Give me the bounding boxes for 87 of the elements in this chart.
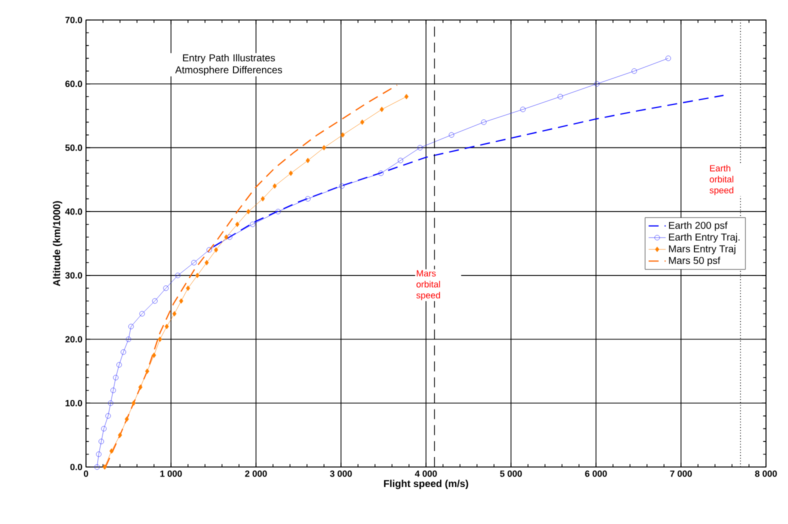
point xyxy=(398,158,404,164)
point xyxy=(164,324,169,330)
point xyxy=(132,400,136,406)
x-tick-label: 7 000 xyxy=(670,470,692,477)
x-tick-label: 3 000 xyxy=(330,470,352,477)
point xyxy=(558,94,563,100)
point xyxy=(594,81,600,87)
x-tick-label: 8 000 xyxy=(755,470,777,477)
point xyxy=(666,56,671,62)
y-tick-label: 30.0 xyxy=(65,272,82,279)
point xyxy=(191,260,197,266)
point xyxy=(250,222,256,228)
point xyxy=(105,413,111,419)
annotation: Entry Path Illustrates Atmosphere Differences xyxy=(175,54,282,76)
legend-label: Earth 200 psf xyxy=(669,222,728,231)
point xyxy=(322,145,326,150)
point xyxy=(120,349,126,355)
point xyxy=(126,336,132,342)
point xyxy=(118,432,122,438)
legend-label: Mars 50 psf xyxy=(669,256,720,266)
point xyxy=(113,374,118,380)
point xyxy=(186,286,190,291)
x-tick-label: 4 000 xyxy=(414,470,437,477)
y-tick-label: 50.0 xyxy=(65,144,82,151)
point xyxy=(417,145,423,150)
legend-label: Earth Entry Traj. xyxy=(669,233,740,243)
y-tick-label: 0.0 xyxy=(70,464,82,470)
point xyxy=(339,183,345,189)
point xyxy=(179,298,184,304)
point xyxy=(101,426,107,432)
point xyxy=(94,464,100,470)
point xyxy=(204,260,209,266)
y-tick-label: 70.0 xyxy=(65,16,82,24)
x-axis-title: Flight speed (m/s) xyxy=(384,480,468,490)
point xyxy=(145,368,150,374)
point xyxy=(305,196,311,202)
point xyxy=(128,324,134,330)
point xyxy=(235,222,240,228)
point xyxy=(214,247,218,253)
point xyxy=(138,384,142,390)
point xyxy=(96,452,102,457)
point xyxy=(175,272,180,278)
point xyxy=(206,247,212,253)
point xyxy=(632,68,637,74)
point xyxy=(360,119,364,125)
y-tick-label: 60.0 xyxy=(65,80,82,88)
point xyxy=(378,170,384,176)
y-tick-label: 20.0 xyxy=(65,336,82,342)
point xyxy=(152,352,156,358)
x-tick-label: 5 000 xyxy=(500,470,522,477)
x-tick-label: 6 000 xyxy=(585,470,607,477)
y-axis-title: Altitude (km/1000) xyxy=(52,201,62,286)
point xyxy=(139,311,145,316)
point xyxy=(288,170,293,176)
y-tick-label: 40.0 xyxy=(65,208,82,215)
point xyxy=(163,286,169,291)
point xyxy=(306,158,310,164)
point xyxy=(520,106,526,112)
point xyxy=(224,234,228,240)
point xyxy=(226,234,232,240)
ref-line-label: Mars orbital speed xyxy=(416,270,440,300)
point xyxy=(448,132,454,138)
point xyxy=(102,464,107,470)
x-tick-label: 2 000 xyxy=(245,470,267,477)
point xyxy=(272,183,277,189)
legend-label: Mars Entry Traj xyxy=(669,245,736,254)
point xyxy=(275,208,281,214)
y-tick-label: 10.0 xyxy=(66,400,82,406)
point xyxy=(124,416,129,422)
point xyxy=(246,208,250,214)
point xyxy=(195,272,200,278)
point xyxy=(481,119,486,125)
point xyxy=(109,448,114,454)
point xyxy=(340,132,345,138)
point xyxy=(172,311,176,316)
point xyxy=(158,336,162,342)
x-tick-label: 0 xyxy=(84,470,88,477)
point xyxy=(260,196,265,202)
point xyxy=(152,298,158,304)
ref-line-label: Earth orbital speed xyxy=(710,164,734,196)
point xyxy=(108,400,114,406)
point xyxy=(98,438,104,444)
point xyxy=(380,106,384,112)
point xyxy=(116,362,122,368)
point xyxy=(110,388,116,394)
point xyxy=(404,94,409,100)
x-tick-label: 1 000 xyxy=(160,470,182,477)
